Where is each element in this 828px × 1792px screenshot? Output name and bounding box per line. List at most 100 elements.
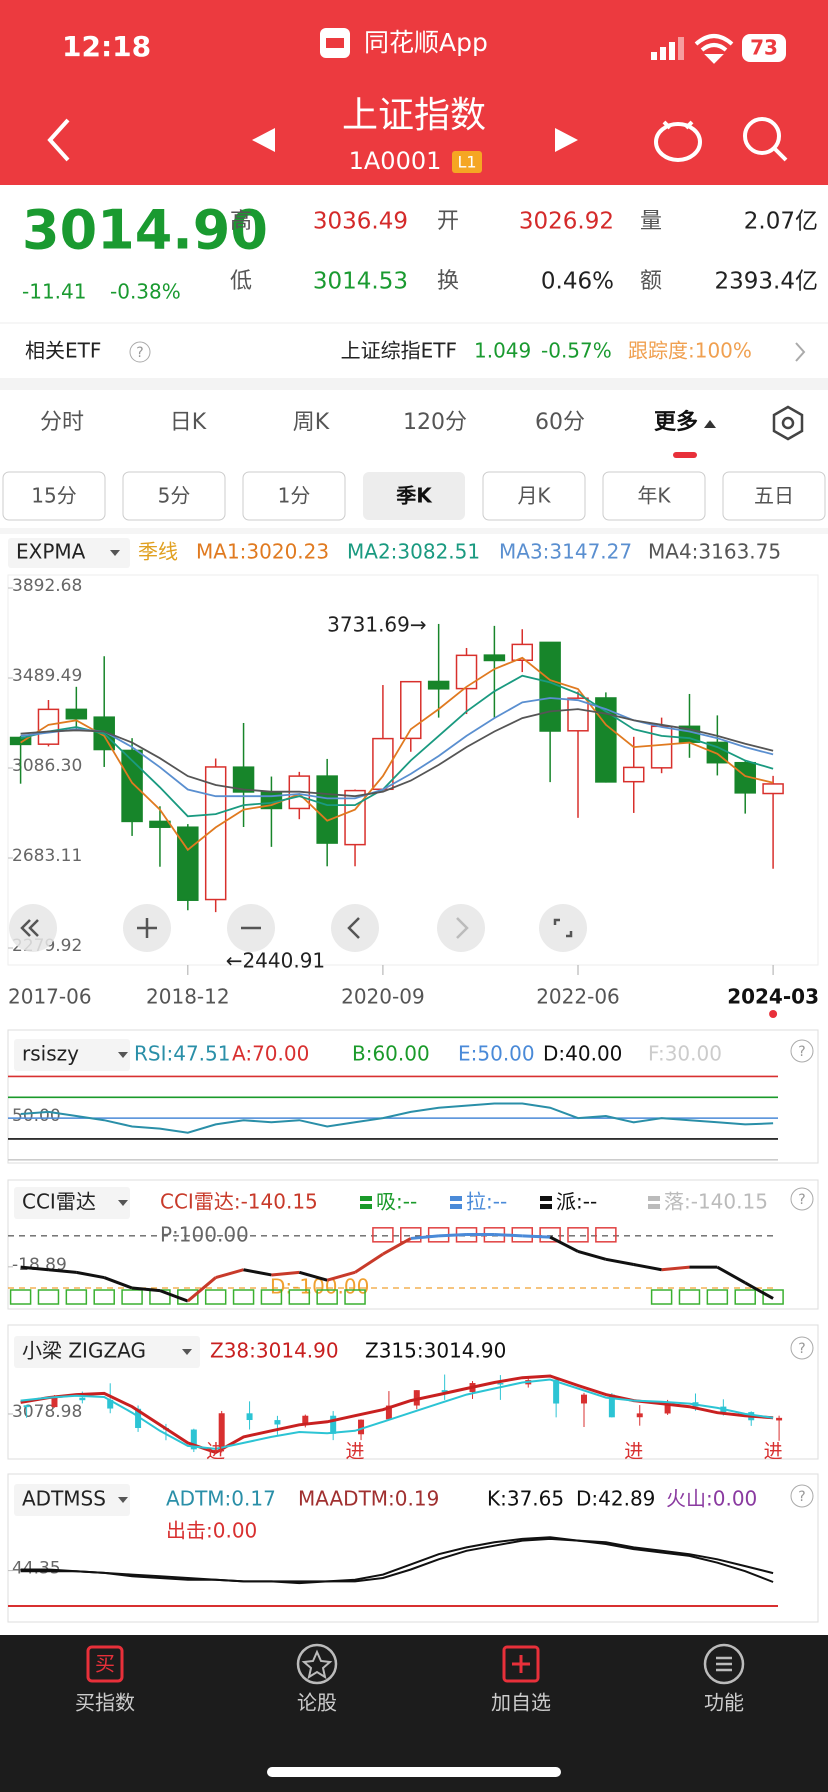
period-button[interactable] [602,471,706,521]
robot-icon[interactable] [654,120,702,162]
tab-underline [673,452,697,458]
indicator-select[interactable] [14,1187,130,1219]
indicator-select[interactable] [14,1336,200,1368]
y-tick-label: 3489.49 [12,666,82,686]
nav-label[interactable]: 论股 [297,1691,337,1715]
mini-body [274,1420,281,1425]
signal-box [316,1289,338,1305]
cci-segment [716,1265,746,1285]
zoom-control[interactable] [437,904,485,952]
period-button[interactable] [122,471,226,521]
y-tick-label: 3086.30 [12,756,82,776]
signal-text: 进 [764,1441,783,1463]
etf-change: -0.57% [541,339,612,363]
indicator-label: MAADTM:0.19 [298,1487,439,1511]
candle-body [65,708,88,720]
stock-title: 上证指数 [342,95,486,136]
signal-box [734,1289,756,1305]
period-button[interactable] [363,472,465,520]
indicator-label: 出击:0.00 [166,1519,257,1543]
nav-label[interactable]: 加自选 [491,1691,551,1715]
nav-label[interactable]: 功能 [704,1691,744,1715]
etf-name[interactable]: 上证综指ETF [341,339,457,363]
settings-icon[interactable] [772,405,804,441]
mini-body [330,1415,337,1434]
candle-body [121,749,143,823]
zoom-icon [553,918,573,938]
help-circle[interactable] [790,1187,814,1211]
help-circle[interactable] [129,341,151,363]
panel-frame [7,1179,819,1310]
stat-label: 量 [640,209,662,234]
tab[interactable]: 120分 [403,410,467,435]
app-icon-mark [326,38,344,48]
back-button[interactable] [47,118,70,162]
tab-active[interactable]: 更多 [654,409,698,435]
cci-segment [382,1237,412,1256]
app-name: 同花顺App [364,28,488,57]
y-tick-label: 3078.98 [12,1402,82,1422]
cci-segment [744,1281,774,1300]
stat-value: 2.07亿 [744,209,818,235]
period-button-label: 5分 [158,484,191,508]
signal-box [232,1289,255,1305]
cci-segment [354,1252,384,1274]
signal-label: 拉:-- [466,1190,507,1214]
zoom-control[interactable] [9,904,57,952]
cci-segment [298,1270,328,1282]
help: ? [798,1489,805,1505]
zoom-icon [347,917,360,939]
legend-item: MA1:3020.23 [196,540,329,564]
candle-body [455,654,478,690]
cci-segment [243,1268,272,1277]
mini-body [553,1379,560,1404]
mini-body [385,1405,392,1420]
period-button-label: 年K [637,484,671,508]
indicator-line [20,1102,774,1134]
search-icon[interactable] [743,117,788,162]
signal-icon [540,1196,552,1201]
cci-segment [549,1235,579,1253]
tab[interactable]: 日K [170,410,207,435]
indicator-select[interactable] [14,1039,130,1071]
stat-value: 2393.4亿 [715,269,818,295]
zoom-control[interactable] [539,904,587,952]
stat-label: 开 [437,209,459,234]
period-button[interactable] [482,471,586,521]
help-circle[interactable] [790,1336,814,1360]
nav-label[interactable]: 买指数 [75,1691,135,1715]
etf-label: 相关ETF [25,339,101,363]
mini-body [135,1408,142,1428]
prev-stock[interactable] [252,128,275,152]
indicator-name: EXPMA [16,540,86,564]
stock-code: 1A0001 [349,147,442,175]
candle-body [567,697,589,732]
tab[interactable]: 60分 [535,410,585,435]
cci-segment [215,1268,244,1280]
change: -11.41 [22,280,86,304]
tab[interactable]: 周K [293,410,330,435]
help-circle[interactable] [790,1039,814,1063]
indicator-label: ADTM:0.17 [166,1487,276,1511]
tab[interactable]: 分时 [40,410,84,435]
period-button[interactable] [242,471,346,521]
indicator-select[interactable] [14,1484,130,1516]
annotation: 3731.69→ [327,612,426,636]
help-circle[interactable] [790,1484,814,1508]
indicator-label: 火山:0.00 [666,1487,757,1511]
separator [0,378,828,390]
signal-text: 进 [624,1441,643,1463]
signal-box [567,1227,589,1243]
period-button[interactable] [722,471,826,521]
next-stock[interactable] [555,128,578,152]
zoom-control[interactable] [331,904,379,952]
signal-icon [648,1196,660,1201]
nav-icon [502,1645,540,1683]
candle-body [400,680,422,740]
period-button[interactable] [2,471,106,521]
indicator-select[interactable] [8,538,130,568]
x-tick-label: 2017-06 [8,985,92,1009]
cci-segment [522,1234,551,1239]
help: ? [798,1192,805,1208]
chevron[interactable] [795,342,806,362]
